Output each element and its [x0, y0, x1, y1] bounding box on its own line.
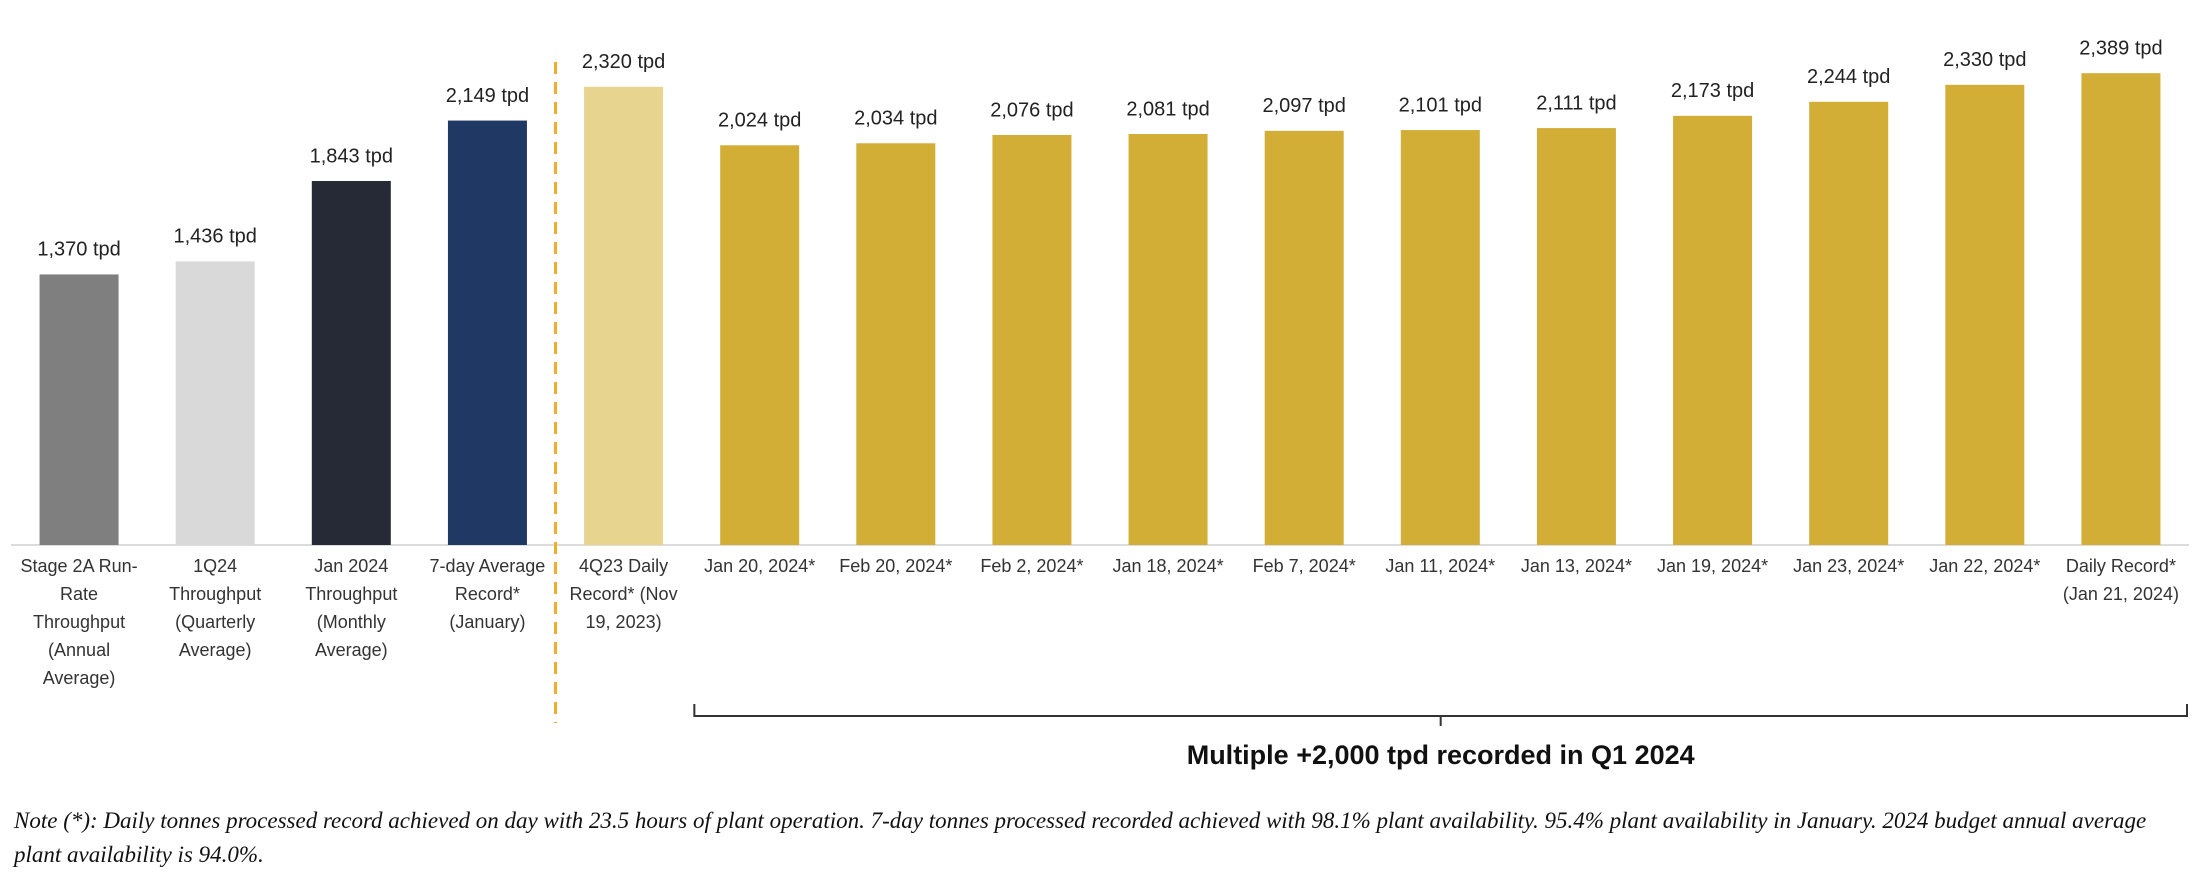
note: Note (*): Daily tonnes processed record …: [14, 808, 2147, 867]
bar: [447, 120, 527, 545]
x-tick-label: Jan 22, 2024*: [1929, 556, 2041, 576]
bar: [720, 145, 800, 545]
x-tick-label: Daily Record* (Jan 21, 2024): [2062, 556, 2179, 604]
x-tick-label: Jan 13, 2024*: [1520, 556, 1632, 576]
value-label: 1,843 tpd: [310, 145, 393, 167]
bar: [175, 261, 255, 545]
value-label: 2,330 tpd: [1943, 49, 2026, 71]
value-label: 2,024 tpd: [718, 110, 801, 132]
bar: [1809, 101, 1889, 545]
x-tick-label: Stage 2A Run-Rate Throughput (Annual Ave…: [20, 556, 138, 688]
bar: [1673, 115, 1753, 546]
annotation: Multiple +2,000 tpd recorded in Q1 2024: [1186, 740, 1695, 770]
x-tick-label: Jan 2024 Throughput (Monthly Average): [305, 556, 398, 660]
bar: [1264, 130, 1344, 545]
value-label: 2,149 tpd: [446, 85, 529, 107]
value-label: 2,101 tpd: [1399, 94, 1482, 116]
bar: [1400, 130, 1480, 546]
bar: [311, 181, 391, 545]
x-tick-label: 4Q23 Daily Record* (Nov 19, 2023): [569, 556, 678, 632]
x-tick-label: Feb 20, 2024*: [839, 556, 953, 576]
bar: [1945, 84, 2025, 545]
value-label: 2,389 tpd: [2079, 37, 2162, 59]
value-label: 2,244 tpd: [1807, 66, 1890, 88]
x-tick-label: Jan 19, 2024*: [1657, 556, 1769, 576]
value-label: 2,097 tpd: [1262, 95, 1345, 117]
bar: [1536, 128, 1616, 545]
bar: [992, 134, 1072, 546]
x-tick-label: Feb 7, 2024*: [1252, 556, 1356, 576]
value-label: 2,081 tpd: [1126, 98, 1209, 120]
x-tick-label: Jan 20, 2024*: [704, 556, 816, 576]
value-label: 1,436 tpd: [173, 226, 256, 248]
bracket: [693, 704, 2188, 726]
bar: [584, 86, 664, 546]
bar: [1128, 134, 1208, 545]
x-tick-label: Jan 18, 2024*: [1112, 556, 1224, 576]
value-label: 1,370 tpd: [37, 239, 120, 261]
bar: [856, 143, 936, 545]
x-tick-label: 7-day Average Record* (January): [429, 556, 546, 632]
value-label: 2,111 tpd: [1536, 92, 1616, 114]
x-tick-label: Jan 11, 2024*: [1385, 556, 1496, 576]
x-tick-label: Jan 23, 2024*: [1793, 556, 1905, 576]
value-label: 2,034 tpd: [854, 108, 937, 130]
value-label: 2,320 tpd: [582, 51, 665, 73]
x-tick-label: Feb 2, 2024*: [980, 556, 1084, 576]
value-label: 2,173 tpd: [1671, 80, 1754, 102]
x-tick-label: 1Q24 Throughput (Quarterly Average): [169, 556, 262, 660]
bar: [2081, 73, 2161, 546]
value-label: 2,076 tpd: [990, 99, 1073, 121]
bar: [39, 274, 119, 545]
